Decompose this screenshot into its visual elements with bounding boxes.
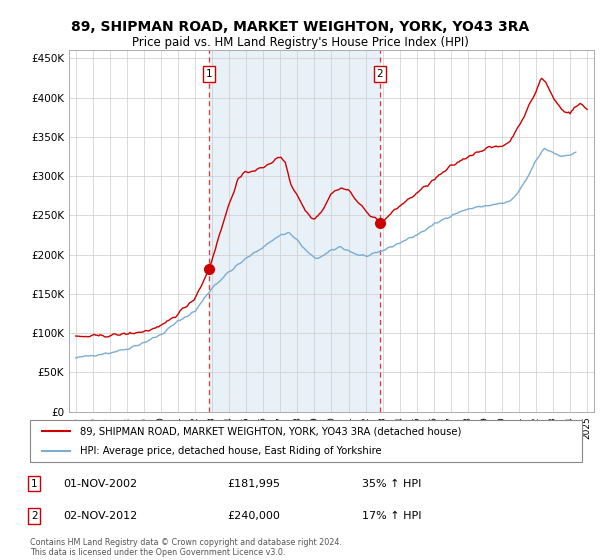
Bar (209, 50, 380, 412)
Text: 1: 1 (206, 69, 212, 79)
Bar (574, 50, 596, 412)
Text: 35% ↑ HPI: 35% ↑ HPI (362, 479, 422, 489)
Text: Price paid vs. HM Land Registry's House Price Index (HPI): Price paid vs. HM Land Registry's House … (131, 36, 469, 49)
Text: 17% ↑ HPI: 17% ↑ HPI (362, 511, 422, 521)
Text: 89, SHIPMAN ROAD, MARKET WEIGHTON, YORK, YO43 3RA (detached house): 89, SHIPMAN ROAD, MARKET WEIGHTON, YORK,… (80, 426, 461, 436)
Text: 2: 2 (376, 69, 383, 79)
Text: £181,995: £181,995 (227, 479, 280, 489)
FancyBboxPatch shape (30, 420, 582, 462)
Text: Contains HM Land Registry data © Crown copyright and database right 2024.
This d: Contains HM Land Registry data © Crown c… (30, 538, 342, 557)
Text: 1: 1 (31, 479, 37, 489)
Text: £240,000: £240,000 (227, 511, 280, 521)
Text: 2: 2 (31, 511, 37, 521)
Text: 89, SHIPMAN ROAD, MARKET WEIGHTON, YORK, YO43 3RA: 89, SHIPMAN ROAD, MARKET WEIGHTON, YORK,… (71, 20, 529, 34)
Text: 01-NOV-2002: 01-NOV-2002 (64, 479, 137, 489)
Text: 02-NOV-2012: 02-NOV-2012 (64, 511, 138, 521)
Bar (574, 50, 596, 412)
Text: HPI: Average price, detached house, East Riding of Yorkshire: HPI: Average price, detached house, East… (80, 446, 382, 456)
